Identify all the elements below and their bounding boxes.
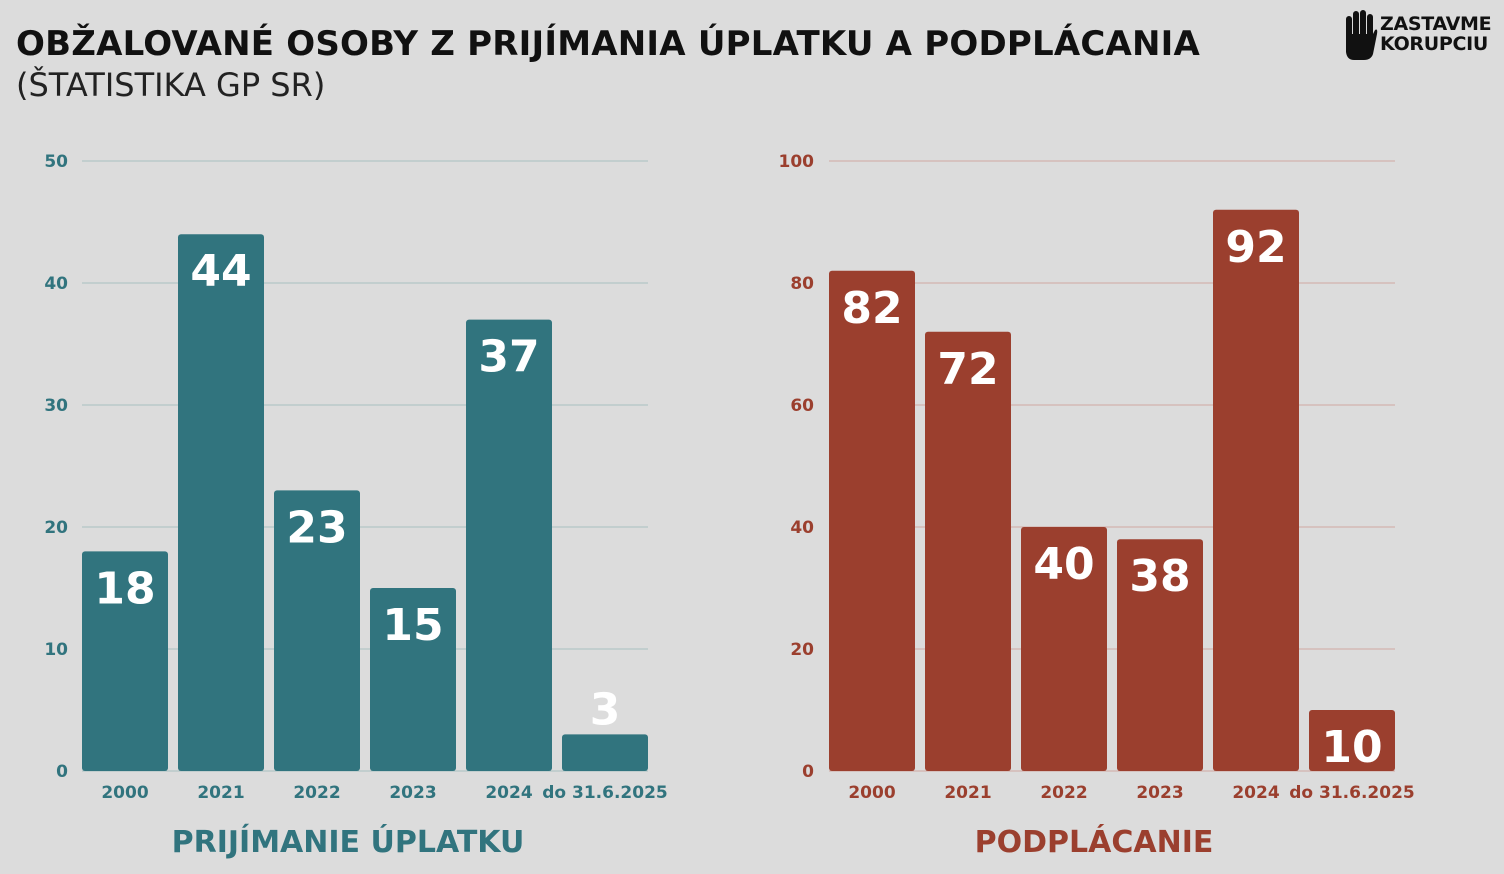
data-label: 18 — [94, 563, 155, 614]
y-tick-label: 20 — [790, 640, 814, 660]
x-tick-label: 2024 — [485, 783, 532, 803]
x-tick-label: 2021 — [944, 783, 991, 803]
x-tick-label: 2022 — [293, 783, 340, 803]
y-tick-label: 0 — [56, 762, 68, 782]
y-tick-label: 50 — [44, 152, 68, 172]
y-tick-label: 10 — [44, 640, 68, 660]
page-subtitle: (ŠTATISTIKA GP SR) — [16, 66, 326, 104]
logo-text: ZASTAVME KORUPCIU — [1380, 13, 1492, 55]
x-tick-label: do 31.6.2025 — [542, 783, 667, 803]
bar — [1021, 527, 1107, 771]
x-tick-label: 2000 — [848, 783, 895, 803]
x-tick-label: 2023 — [1136, 783, 1183, 803]
chart-title: PODPLÁCANIE — [975, 824, 1214, 860]
data-label: 10 — [1321, 722, 1382, 773]
data-label: 37 — [478, 332, 539, 383]
bar — [370, 588, 456, 771]
data-label: 23 — [286, 502, 347, 553]
bar — [925, 331, 1011, 771]
bar — [562, 734, 648, 771]
bar — [829, 270, 915, 771]
y-tick-label: 80 — [790, 274, 814, 294]
data-label: 3 — [590, 684, 621, 735]
data-label: 40 — [1033, 539, 1094, 590]
bar — [178, 234, 264, 771]
bar — [274, 490, 360, 771]
data-label: 44 — [190, 246, 251, 297]
chart-title: PRIJÍMANIE ÚPLATKU — [172, 823, 525, 860]
x-tick-label: 2021 — [197, 783, 244, 803]
y-tick-label: 100 — [779, 152, 815, 172]
bar — [82, 551, 168, 771]
logo-line-1: ZASTAVME — [1380, 13, 1492, 35]
data-label: 15 — [382, 600, 443, 651]
x-tick-label: 2000 — [101, 783, 148, 803]
y-tick-label: 0 — [802, 762, 814, 782]
y-tick-label: 20 — [44, 518, 68, 538]
logo: ZASTAVME KORUPCIU — [1344, 10, 1494, 64]
x-tick-label: do 31.6.2025 — [1289, 783, 1414, 803]
y-tick-label: 40 — [790, 518, 814, 538]
data-label: 82 — [841, 283, 902, 334]
hand-stop-icon — [1346, 10, 1378, 60]
x-tick-label: 2024 — [1232, 783, 1279, 803]
bar — [1309, 710, 1395, 771]
x-tick-label: 2022 — [1040, 783, 1087, 803]
bar — [466, 319, 552, 771]
y-tick-label: 40 — [44, 274, 68, 294]
chart-1: 0 10 20 30 40 50 18 2000 44 2021 23 2022 15 2023 37 202… — [44, 152, 667, 860]
chart-2: 0 20 40 60 80 100 82 2000 72 2021 40 2022 38 2023 92 20… — [779, 152, 1415, 860]
y-tick-label: 60 — [790, 396, 814, 416]
page-title: OBŽALOVANÉ OSOBY Z PRIJÍMANIA ÚPLATKU A … — [16, 24, 1201, 64]
bar — [1117, 539, 1203, 771]
logo-line-2: KORUPCIU — [1380, 33, 1489, 55]
data-label: 38 — [1129, 551, 1190, 602]
data-label: 72 — [937, 344, 998, 395]
bar — [1213, 209, 1299, 772]
y-tick-label: 30 — [44, 396, 68, 416]
x-tick-label: 2023 — [389, 783, 436, 803]
data-label: 92 — [1225, 222, 1286, 273]
